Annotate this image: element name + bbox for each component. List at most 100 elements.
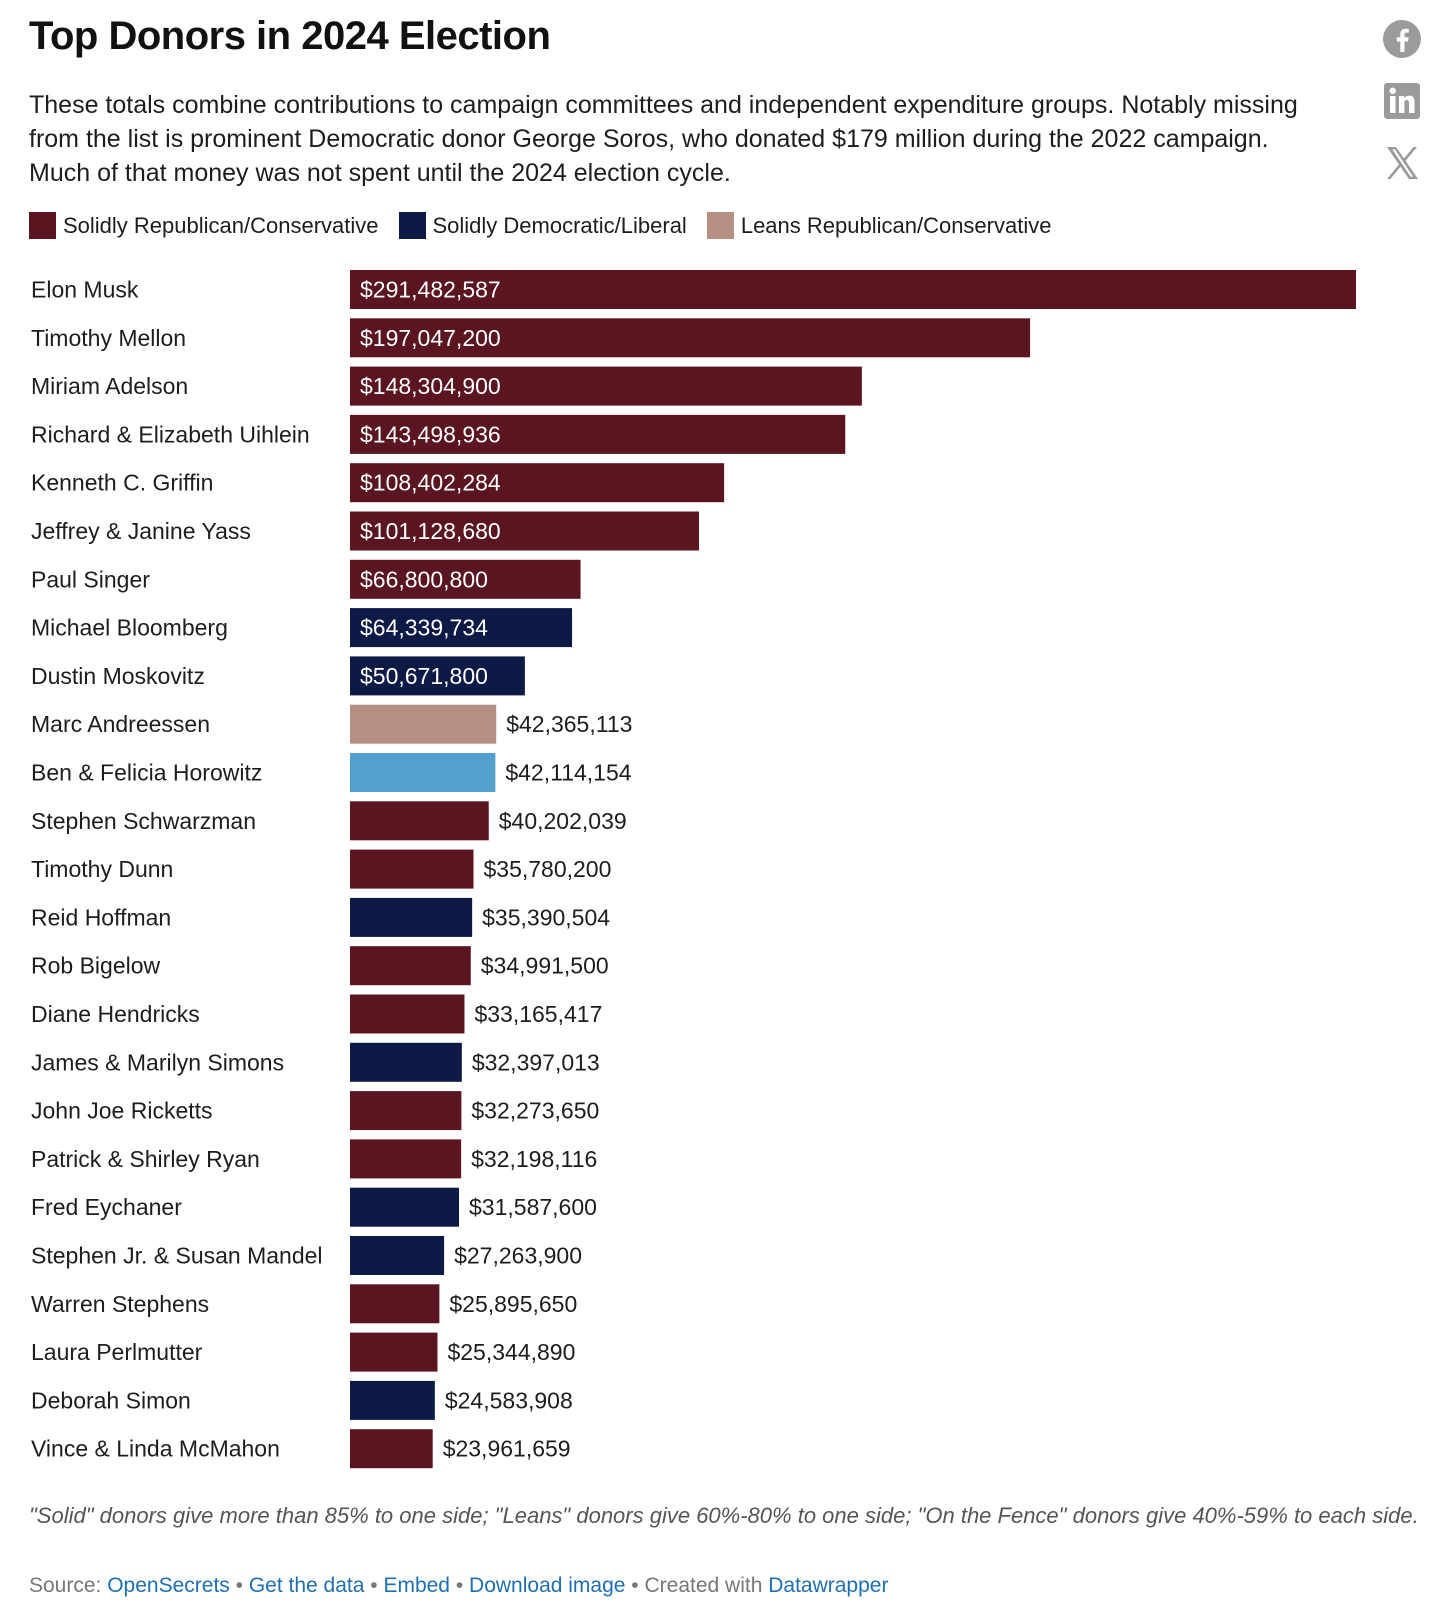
value-label: $31,587,600: [469, 1194, 597, 1220]
bar: [350, 511, 700, 551]
bar: [350, 1380, 435, 1420]
category-label: Stephen Schwarzman: [31, 808, 256, 834]
bar: [350, 1284, 440, 1324]
bar: [350, 897, 473, 937]
linkedin-icon[interactable]: [1382, 81, 1422, 121]
value-label: $27,263,900: [454, 1243, 582, 1269]
category-label: Paul Singer: [31, 566, 150, 592]
value-label: $101,128,680: [360, 518, 501, 544]
x-icon[interactable]: [1382, 143, 1422, 183]
category-label: Kenneth C. Griffin: [31, 470, 213, 496]
source-prefix: Source:: [29, 1574, 108, 1597]
footer-separator: •: [364, 1574, 384, 1597]
legend-label-solid-democratic: Solidly Democratic/Liberal: [432, 212, 687, 238]
value-label: $40,202,039: [499, 808, 627, 834]
bar: [350, 1332, 438, 1372]
bar: [350, 1139, 462, 1179]
value-label: $64,339,734: [360, 615, 488, 641]
value-label: $35,780,200: [483, 856, 611, 882]
bar: [350, 753, 496, 792]
bar: [350, 849, 474, 889]
category-label: Jeffrey & Janine Yass: [31, 518, 251, 544]
category-label: Stephen Jr. & Susan Mandel: [31, 1243, 323, 1269]
legend-item-solid-republican: Solidly Republican/Conservative: [29, 212, 379, 239]
category-label: Rob Bigelow: [31, 953, 161, 979]
category-label: Elon Musk: [31, 277, 139, 303]
footer-separator: •: [625, 1574, 645, 1597]
bar: [350, 414, 846, 454]
value-label: $42,365,113: [506, 711, 632, 737]
value-label: $108,402,284: [360, 470, 501, 496]
category-label: Dustin Moskovitz: [31, 663, 205, 689]
bar: [350, 1091, 462, 1131]
value-label: $24,583,908: [445, 1387, 573, 1413]
value-label: $143,498,936: [360, 421, 501, 447]
get-data-link[interactable]: Get the data: [248, 1574, 365, 1597]
legend-swatch-solid-republican: [29, 212, 56, 239]
legend-item-leans-republican: Leans Republican/Conservative: [706, 212, 1052, 239]
bar: [350, 1236, 445, 1275]
source-link[interactable]: OpenSecrets: [107, 1574, 230, 1597]
category-label: Diane Hendricks: [31, 1001, 200, 1027]
value-label: $25,895,650: [449, 1291, 577, 1317]
footer-separator: •: [229, 1574, 249, 1597]
bar: [350, 1187, 460, 1227]
value-label: $25,344,890: [447, 1339, 575, 1365]
category-label: Miriam Adelson: [31, 373, 188, 399]
value-label: $32,397,013: [472, 1049, 600, 1075]
category-label: John Joe Ricketts: [31, 1098, 213, 1124]
download-image-link[interactable]: Download image: [469, 1574, 626, 1597]
chart-legend: Solidly Republican/Conservative Solidly …: [29, 212, 1071, 239]
bar: [350, 994, 465, 1034]
facebook-icon[interactable]: [1382, 19, 1422, 59]
legend-swatch-leans-republican: [706, 212, 734, 239]
legend-label-solid-republican: Solidly Republican/Conservative: [63, 212, 379, 238]
value-label: $50,671,800: [360, 663, 488, 689]
legend-item-solid-democratic: Solidly Democratic/Liberal: [398, 212, 687, 239]
value-label: $34,991,500: [481, 953, 609, 979]
category-label: Timothy Mellon: [31, 325, 186, 351]
bar: [350, 270, 1356, 309]
category-label: Laura Perlmutter: [31, 1339, 203, 1365]
category-label: Timothy Dunn: [31, 856, 173, 882]
value-label: $291,482,587: [360, 277, 501, 303]
bar: [350, 656, 525, 696]
datawrapper-link[interactable]: Datawrapper: [768, 1574, 889, 1597]
bar: [350, 1042, 462, 1082]
bar: [350, 318, 1031, 358]
category-label: Warren Stephens: [31, 1291, 209, 1317]
bar: [350, 946, 471, 986]
value-label: $33,165,417: [474, 1001, 602, 1027]
value-label: $42,114,154: [505, 760, 631, 786]
value-label: $148,304,900: [360, 373, 501, 399]
category-label: Patrick & Shirley Ryan: [31, 1146, 260, 1172]
embed-link[interactable]: Embed: [383, 1574, 450, 1597]
value-label: $66,800,800: [360, 566, 488, 592]
value-label: $197,047,200: [360, 325, 501, 351]
category-label: Vince & Linda McMahon: [31, 1436, 280, 1462]
bar: [350, 559, 581, 599]
bar: [350, 608, 573, 648]
footer-separator: •: [450, 1574, 470, 1597]
bar: [350, 704, 497, 744]
category-label: Reid Hoffman: [31, 904, 171, 930]
category-label: Richard & Elizabeth Uihlein: [31, 421, 310, 447]
value-label: $32,273,650: [471, 1098, 599, 1124]
chart-footer: Source: OpenSecrets • Get the data • Emb…: [29, 1574, 888, 1598]
bar: [350, 801, 489, 841]
legend-label-leans-republican: Leans Republican/Conservative: [740, 212, 1052, 238]
created-with-text: Created with: [644, 1574, 769, 1597]
category-label: Michael Bloomberg: [31, 615, 228, 641]
value-label: $23,961,659: [443, 1436, 571, 1462]
legend-swatch-solid-democratic: [398, 212, 426, 239]
category-label: Marc Andreessen: [31, 711, 210, 737]
bar: [350, 1429, 433, 1469]
category-label: Ben & Felicia Horowitz: [31, 760, 262, 786]
chart-title: Top Donors in 2024 Election: [29, 14, 551, 58]
bar: [350, 463, 725, 503]
chart-description: These totals combine contributions to ca…: [29, 91, 1298, 187]
value-label: $35,390,504: [482, 904, 610, 930]
chart-notes: "Solid" donors give more than 85% to one…: [29, 1503, 1419, 1528]
category-label: Fred Eychaner: [31, 1194, 182, 1220]
